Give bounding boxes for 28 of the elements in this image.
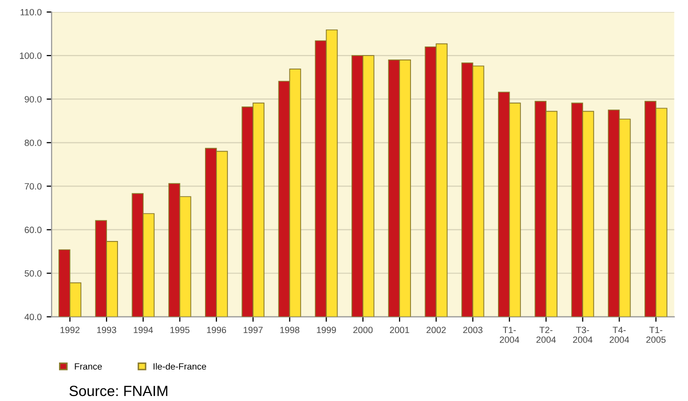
- x-tick-label: T1- 2004: [500, 326, 520, 343]
- x-tick-label: 1999: [316, 326, 336, 334]
- x-tick-label: 1992: [60, 326, 80, 334]
- legend-label: France: [74, 363, 102, 370]
- legend-label: Ile-de-France: [154, 363, 206, 370]
- y-tick-label: 100.0: [20, 52, 42, 59]
- y-tick-label: 80.0: [24, 140, 42, 146]
- y-tick-label: 70.0: [24, 183, 42, 190]
- x-tick-label: T2- 2004: [536, 326, 556, 343]
- y-tick-label: 90.0: [24, 96, 42, 102]
- x-tick-label: 1998: [280, 326, 300, 334]
- x-tick-label: 1993: [97, 326, 116, 334]
- x-tick-label: 2001: [390, 326, 410, 334]
- x-tick-label: 2000: [353, 326, 373, 334]
- x-tick-label: T1- 2005: [646, 326, 666, 343]
- x-tick-label: 1997: [244, 326, 263, 334]
- y-tick-label: 110.0: [20, 8, 42, 16]
- y-tick-label: 40.0: [24, 314, 42, 320]
- x-tick-label: 2003: [463, 326, 482, 334]
- source-note: Source: FNAIM: [69, 386, 168, 396]
- x-tick-label: 2002: [426, 326, 446, 334]
- x-tick-label: T4- 2004: [610, 326, 630, 343]
- x-tick-label: T3- 2004: [573, 326, 592, 343]
- x-tick-label: 1996: [207, 326, 226, 334]
- y-tick-label: 50.0: [24, 270, 42, 277]
- x-tick-label: 1995: [170, 326, 190, 334]
- y-tick-label: 60.0: [24, 226, 42, 234]
- x-tick-label: 1994: [134, 326, 153, 334]
